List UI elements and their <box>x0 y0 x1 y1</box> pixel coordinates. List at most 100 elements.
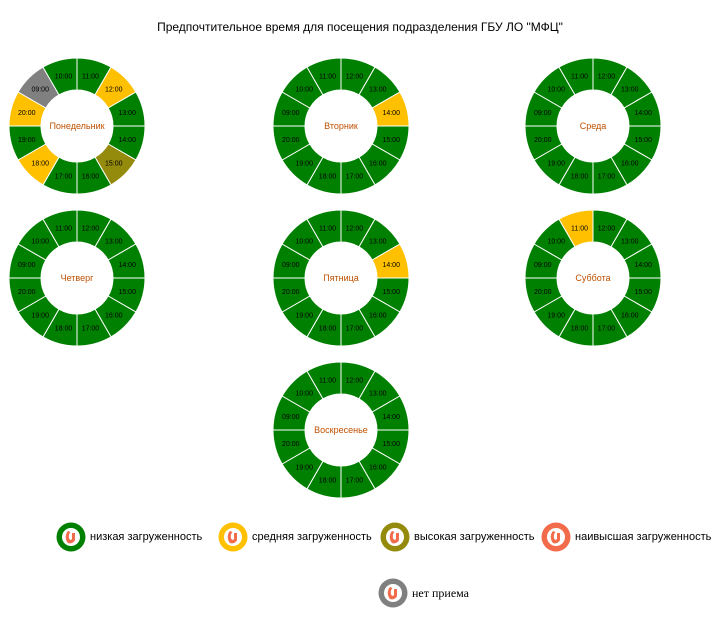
slice-time-label: 10:00 <box>547 87 565 94</box>
slice-time-label: 17:00 <box>55 174 73 181</box>
donut-slice <box>306 209 342 248</box>
donut-chart: 12:00 13:00 14:00 15:00 16:00 17:00 18:00 19:00… <box>8 209 146 347</box>
legend-label: нет приема <box>412 585 469 600</box>
slice-time-label: 15:00 <box>382 441 400 448</box>
slice-time-label: 14:00 <box>118 262 136 269</box>
legend-marker-icon <box>56 522 86 552</box>
slice-time-label: 09:00 <box>282 414 300 421</box>
slice-time-label: 12:00 <box>82 225 100 232</box>
slice-time-label: 09:00 <box>282 110 300 117</box>
legend-item-low: низкая загруженность <box>56 522 202 552</box>
slice-time-label: 13:00 <box>621 239 639 246</box>
day-label: Воскресенье <box>314 425 368 435</box>
legend-label: наивысшая загруженность <box>575 531 712 543</box>
legend-marker-icon <box>541 522 571 552</box>
slice-time-label: 18:00 <box>319 326 337 333</box>
day-label: Среда <box>580 121 607 131</box>
slice-time-label: 17:00 <box>598 326 616 333</box>
slice-time-label: 17:00 <box>598 174 616 181</box>
donut-charts: 11:00 12:00 13:00 14:00 15:00 16:00 17:00 18:00… <box>8 57 662 499</box>
slice-time-label: 15:00 <box>382 289 400 296</box>
slice-time-label: 13:00 <box>369 391 387 398</box>
slice-time-label: 11:00 <box>571 73 588 80</box>
slice-time-label: 20:00 <box>282 441 300 448</box>
slice-time-label: 14:00 <box>118 137 136 144</box>
legend-item-closed: нет приема <box>378 578 469 608</box>
slice-time-label: 11:00 <box>319 73 336 80</box>
slice-time-label: 12:00 <box>346 225 364 232</box>
slice-time-label: 14:00 <box>634 262 652 269</box>
legend-item-medium: средняя загруженность <box>218 522 372 552</box>
legend-label: низкая загруженность <box>90 531 203 543</box>
slice-time-label: 10:00 <box>295 391 313 398</box>
slice-time-label: 11:00 <box>319 377 336 384</box>
donut-chart: 11:00 12:00 13:00 14:00 15:00 16:00 17:00 18:00… <box>8 57 146 195</box>
slice-time-label: 10:00 <box>547 239 565 246</box>
slice-time-label: 18:00 <box>319 478 337 485</box>
slice-time-label: 13:00 <box>369 87 387 94</box>
donut-slice <box>306 361 342 400</box>
day-label: Четверг <box>61 273 95 283</box>
donut-chart: 12:00 13:00 14:00 15:00 16:00 17:00 18:00 19:00… <box>272 361 410 499</box>
slice-time-label: 16:00 <box>369 160 387 167</box>
donut-chart: 12:00 13:00 14:00 15:00 16:00 17:00 18:00 19:00… <box>272 209 410 347</box>
slice-time-label: 09:00 <box>31 87 49 94</box>
slice-time-label: 13:00 <box>369 239 387 246</box>
slice-time-label: 16:00 <box>621 160 639 167</box>
slice-time-label: 20:00 <box>282 289 300 296</box>
slice-time-label: 17:00 <box>346 326 364 333</box>
slice-time-label: 11:00 <box>82 73 99 80</box>
slice-time-label: 18:00 <box>571 174 589 181</box>
donut-slice <box>42 57 78 96</box>
slice-time-label: 20:00 <box>534 289 552 296</box>
donut-slice <box>558 57 594 96</box>
slice-time-label: 19:00 <box>295 464 313 471</box>
legend-marker-icon <box>380 522 410 552</box>
slice-time-label: 14:00 <box>634 110 652 117</box>
slice-time-label: 19:00 <box>295 160 313 167</box>
slice-time-label: 14:00 <box>382 262 400 269</box>
slice-time-label: 11:00 <box>55 225 72 232</box>
slice-time-label: 11:00 <box>571 225 588 232</box>
chart-title: Предпочтительное время для посещения под… <box>157 20 563 34</box>
legend-label: высокая загруженность <box>414 531 535 543</box>
slice-time-label: 19:00 <box>295 312 313 319</box>
slice-time-label: 10:00 <box>295 239 313 246</box>
slice-time-label: 13:00 <box>621 87 639 94</box>
slice-time-label: 19:00 <box>18 137 36 144</box>
slice-time-label: 17:00 <box>346 478 364 485</box>
donut-slice <box>42 209 78 248</box>
slice-time-label: 14:00 <box>382 414 400 421</box>
slice-time-label: 10:00 <box>31 239 49 246</box>
day-label: Суббота <box>575 273 610 283</box>
slice-time-label: 18:00 <box>31 160 49 167</box>
slice-time-label: 18:00 <box>571 326 589 333</box>
slice-time-label: 10:00 <box>295 87 313 94</box>
donut-chart: 12:00 13:00 14:00 15:00 16:00 17:00 18:00 19:00… <box>272 57 410 195</box>
slice-time-label: 18:00 <box>55 326 73 333</box>
slice-time-label: 12:00 <box>105 87 123 94</box>
slice-time-label: 13:00 <box>118 110 136 117</box>
slice-time-label: 16:00 <box>369 464 387 471</box>
slice-time-label: 09:00 <box>18 262 36 269</box>
donut-chart: 12:00 13:00 14:00 15:00 16:00 17:00 18:00 19:00… <box>524 209 662 347</box>
donut-slice <box>558 209 594 248</box>
slice-time-label: 15:00 <box>382 137 400 144</box>
day-label: Понедельник <box>49 121 104 131</box>
slice-time-label: 16:00 <box>82 174 100 181</box>
legend-marker-icon <box>378 578 408 608</box>
slice-time-label: 09:00 <box>534 262 552 269</box>
slice-time-label: 09:00 <box>534 110 552 117</box>
slice-time-label: 20:00 <box>18 289 36 296</box>
slice-time-label: 19:00 <box>547 312 565 319</box>
slice-time-label: 14:00 <box>382 110 400 117</box>
slice-time-label: 09:00 <box>282 262 300 269</box>
slice-time-label: 16:00 <box>105 312 123 319</box>
donut-slice <box>306 57 342 96</box>
slice-time-label: 20:00 <box>282 137 300 144</box>
slice-time-label: 15:00 <box>634 289 652 296</box>
slice-time-label: 15:00 <box>105 160 123 167</box>
slice-time-label: 18:00 <box>319 174 337 181</box>
slice-time-label: 20:00 <box>534 137 552 144</box>
slice-time-label: 13:00 <box>105 239 123 246</box>
